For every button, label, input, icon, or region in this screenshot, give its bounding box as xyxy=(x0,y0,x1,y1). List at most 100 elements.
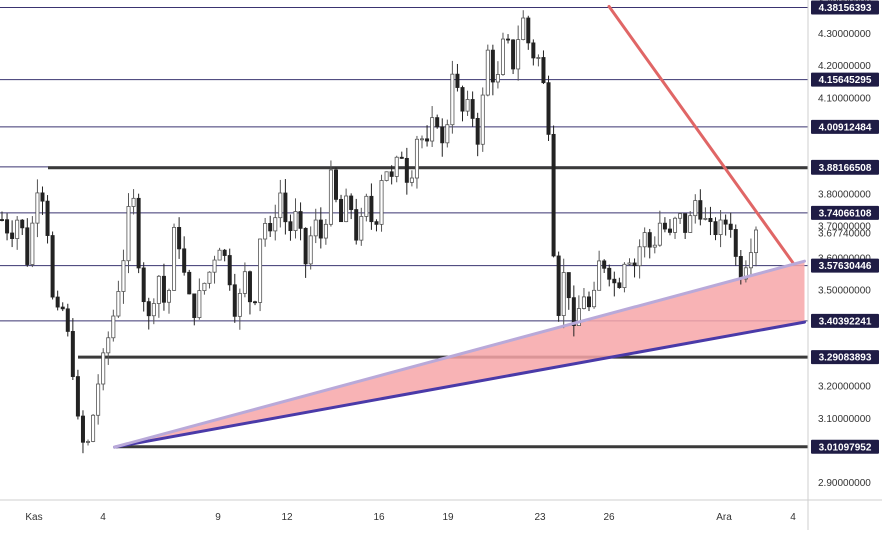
x-tick-label: 4 xyxy=(790,512,796,523)
trendline-lower-support xyxy=(113,320,806,449)
candle-body xyxy=(303,227,308,265)
candle-body xyxy=(258,238,263,303)
y-tick-label: 3.50000000 xyxy=(818,286,871,297)
candle-body xyxy=(743,267,748,280)
price-level-label-box xyxy=(811,205,879,220)
price-level-label: 3.29083893 xyxy=(819,353,872,364)
candle-body xyxy=(25,227,30,265)
candle-body xyxy=(273,217,278,232)
candle-body xyxy=(607,267,612,280)
candle-body xyxy=(177,226,182,250)
candle-body xyxy=(288,221,293,232)
candle-body xyxy=(445,124,450,144)
candle-body xyxy=(45,200,50,236)
candle-body xyxy=(430,117,435,142)
candle-body xyxy=(506,38,511,41)
candle-body xyxy=(328,169,333,225)
trendline-upper-support xyxy=(113,259,806,449)
candle-body xyxy=(657,222,662,246)
candle-body xyxy=(116,291,121,317)
candle-body xyxy=(101,352,106,385)
candle-body xyxy=(733,229,738,257)
candle-body xyxy=(151,303,156,317)
y-tick-label: 4.30000000 xyxy=(818,29,871,40)
candle-body xyxy=(485,49,490,96)
candle-body xyxy=(409,177,414,183)
candle-body xyxy=(313,219,318,237)
price-level-label-box xyxy=(811,350,879,365)
candle-body xyxy=(374,221,379,225)
candle-body xyxy=(10,232,15,239)
candle-body xyxy=(207,271,212,284)
candle-body xyxy=(379,180,384,225)
candle-body xyxy=(389,171,394,177)
candle-body xyxy=(435,117,440,128)
candle-body xyxy=(364,195,369,217)
trendline-descending-resistance xyxy=(607,4,795,265)
candle-body xyxy=(323,223,328,239)
candle-body xyxy=(617,282,622,289)
candle-body xyxy=(111,315,116,339)
candle-body xyxy=(754,229,759,254)
price-level-label: 3.74066108 xyxy=(819,208,872,219)
candle-body xyxy=(187,271,192,295)
candle-body xyxy=(414,138,419,179)
candle-body xyxy=(526,17,531,44)
candle-body xyxy=(440,126,445,144)
x-tick-label: Ara xyxy=(716,512,732,523)
candle-body xyxy=(40,192,45,202)
x-tick-label: Kas xyxy=(25,512,42,523)
candle-body xyxy=(106,337,111,354)
candle-body xyxy=(192,293,197,318)
candle-body xyxy=(698,200,703,220)
candle-body xyxy=(197,290,202,318)
candle-body xyxy=(344,195,349,223)
price-level-label-box xyxy=(811,72,879,87)
candle-body xyxy=(566,272,571,299)
candle-body xyxy=(652,244,657,248)
candle-body xyxy=(647,232,652,248)
candle-body xyxy=(546,82,551,135)
candle-body xyxy=(495,74,500,83)
candle-body xyxy=(384,171,389,181)
candle-body xyxy=(622,263,627,289)
candle-body xyxy=(333,169,338,200)
candle-body xyxy=(541,57,546,84)
candle-body xyxy=(718,219,723,236)
price-level-label: 3.01097952 xyxy=(819,442,872,453)
candle-body xyxy=(0,219,4,221)
x-tick-label: 4 xyxy=(100,512,106,523)
candle-body xyxy=(141,267,146,303)
candle-body xyxy=(70,331,75,377)
candle-body xyxy=(268,223,273,232)
y-tick-label: 2.90000000 xyxy=(818,478,871,489)
candle-body xyxy=(394,156,399,177)
y-tick-label: 3.67740000 xyxy=(818,229,871,240)
candle-body xyxy=(500,38,505,75)
candle-body xyxy=(455,73,460,88)
candle-body xyxy=(612,278,617,284)
candle-body xyxy=(253,301,258,304)
candle-body xyxy=(480,94,485,145)
y-tick-label: 3.80000000 xyxy=(818,189,871,200)
candle-body xyxy=(642,232,647,248)
candle-body xyxy=(20,219,25,229)
time-axis: Kas 4 9 12 16 19 23 26 Ara 4 xyxy=(25,512,796,523)
candle-body xyxy=(708,217,713,223)
price-level-label: 3.57630446 xyxy=(819,261,872,272)
candle-body xyxy=(80,415,85,443)
x-tick-label: 12 xyxy=(281,512,293,523)
price-level-labels: 4.381563934.156452954.009124843.88434748… xyxy=(811,0,879,454)
candle-body xyxy=(667,228,672,233)
candle-body xyxy=(632,262,637,267)
price-level-label-box xyxy=(811,160,879,175)
candle-body xyxy=(91,414,96,442)
candle-body xyxy=(217,249,222,261)
price-level-label-box xyxy=(811,258,879,273)
candle-body xyxy=(96,383,101,416)
candle-body xyxy=(283,192,288,223)
candle-body xyxy=(587,296,592,308)
candle-body xyxy=(576,308,581,326)
candle-body xyxy=(227,255,232,286)
candle-body xyxy=(723,219,728,225)
